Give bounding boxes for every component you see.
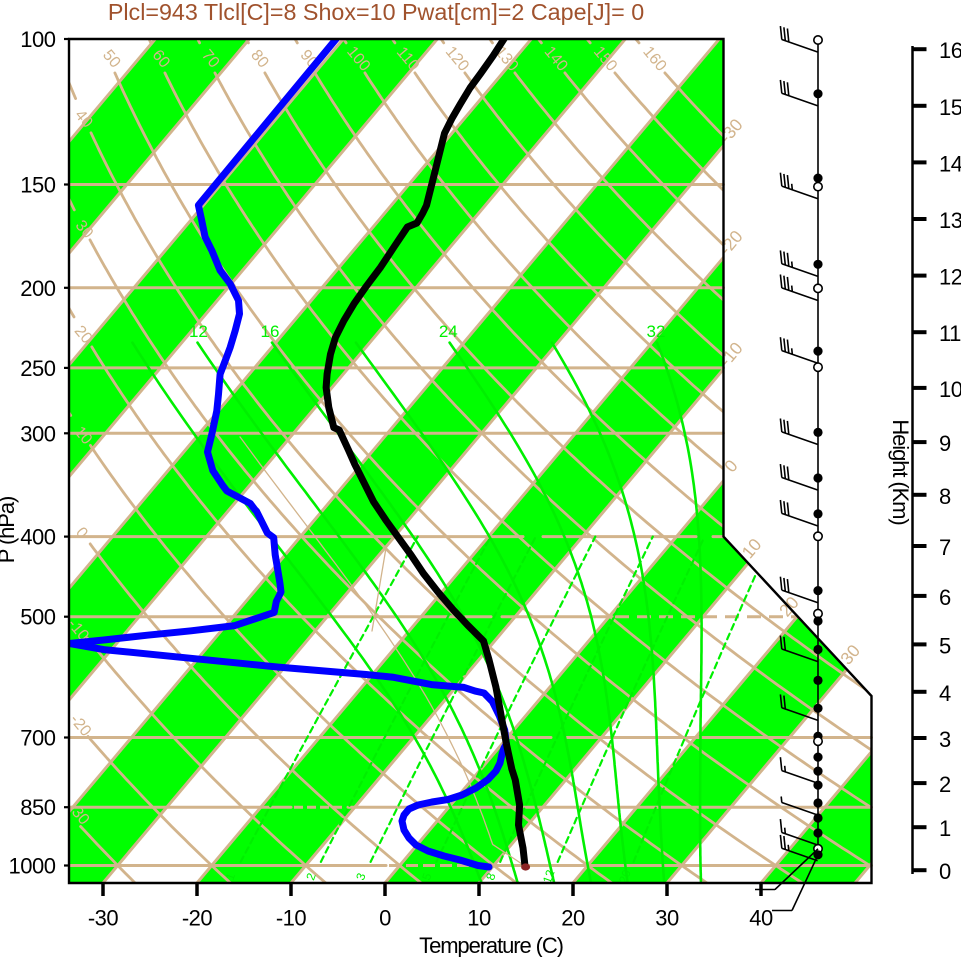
svg-text:20: 20 <box>616 868 634 886</box>
svg-text:3: 3 <box>353 871 369 882</box>
svg-text:700: 700 <box>20 726 55 751</box>
svg-text:10: 10 <box>467 906 491 931</box>
svg-text:-30: -30 <box>88 906 119 931</box>
svg-text:150: 150 <box>20 173 55 198</box>
svg-text:Height (Km): Height (Km) <box>888 419 913 524</box>
svg-text:1000: 1000 <box>9 854 56 879</box>
svg-text:-20: -20 <box>182 906 213 931</box>
svg-text:12: 12 <box>939 265 961 290</box>
svg-text:15: 15 <box>939 95 961 120</box>
svg-text:6: 6 <box>939 585 951 610</box>
svg-text:30: 30 <box>655 906 679 931</box>
svg-text:850: 850 <box>20 795 55 820</box>
svg-text:100: 100 <box>20 27 55 52</box>
svg-text:12: 12 <box>189 322 208 341</box>
svg-text:250: 250 <box>20 356 55 381</box>
svg-text:16: 16 <box>261 322 280 341</box>
svg-text:3: 3 <box>939 727 951 752</box>
svg-text:9: 9 <box>939 431 951 456</box>
svg-text:-10: -10 <box>276 906 307 931</box>
svg-text:11: 11 <box>939 321 961 346</box>
svg-text:400: 400 <box>20 525 55 550</box>
svg-text:16: 16 <box>939 38 961 63</box>
svg-text:13: 13 <box>939 208 961 233</box>
svg-text:24: 24 <box>439 322 458 341</box>
svg-text:Plcl=943 Tlcl[C]=8 Shox=10 Pwa: Plcl=943 Tlcl[C]=8 Shox=10 Pwat[cm]=2 Ca… <box>108 0 644 25</box>
svg-text:300: 300 <box>20 421 55 446</box>
svg-text:32: 32 <box>647 322 666 341</box>
svg-text:14: 14 <box>939 151 961 176</box>
svg-text:7: 7 <box>939 535 951 560</box>
svg-text:2: 2 <box>303 871 319 882</box>
svg-text:5: 5 <box>419 871 435 882</box>
svg-text:10: 10 <box>939 377 961 402</box>
svg-text:40: 40 <box>749 906 773 931</box>
svg-text:0: 0 <box>379 906 391 931</box>
svg-text:2: 2 <box>939 772 951 797</box>
svg-text:500: 500 <box>20 605 55 630</box>
svg-text:20: 20 <box>561 906 585 931</box>
svg-text:0: 0 <box>939 859 951 884</box>
svg-text:5: 5 <box>939 633 951 658</box>
svg-text:P (hPa): P (hPa) <box>0 497 19 564</box>
svg-text:12: 12 <box>540 868 558 886</box>
svg-text:Temperature (C): Temperature (C) <box>419 933 563 957</box>
svg-text:200: 200 <box>20 276 55 301</box>
svg-text:8: 8 <box>483 871 499 882</box>
svg-text:8: 8 <box>939 484 951 509</box>
svg-text:1: 1 <box>939 816 951 841</box>
svg-text:1: 1 <box>223 871 239 882</box>
svg-text:4: 4 <box>939 681 951 706</box>
